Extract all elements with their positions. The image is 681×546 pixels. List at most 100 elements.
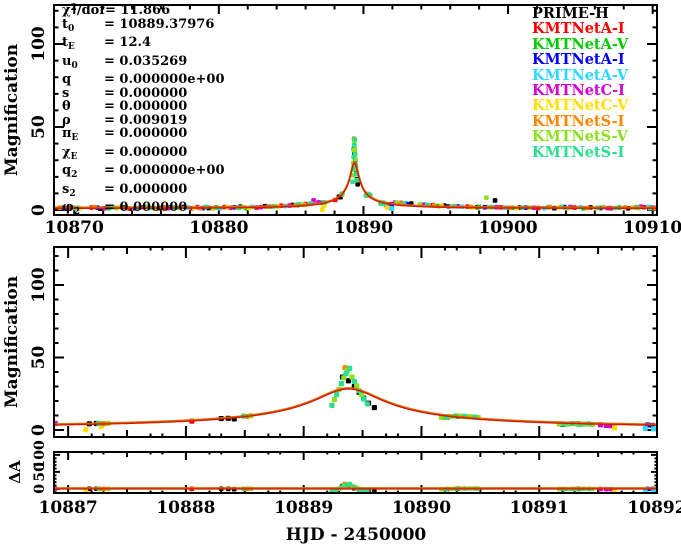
- data-point: [354, 177, 360, 183]
- residual-panel-content: [54, 481, 657, 493]
- param-line: χE = 0.000000: [62, 144, 188, 162]
- data-point: [650, 426, 657, 432]
- y-tick-label: 50: [29, 115, 49, 139]
- data-point: [351, 142, 357, 148]
- data-point: [384, 205, 390, 210]
- series-points-KMTNetS-I: [101, 481, 447, 492]
- tick-marks: [54, 247, 658, 437]
- data-point: [343, 370, 349, 377]
- param-line: q = 0.000000e+00: [62, 72, 225, 87]
- param-line: θ = 0.000000: [62, 99, 188, 114]
- data-point: [319, 207, 325, 212]
- param-line: u0 = 0.035269: [62, 53, 188, 71]
- series-points-KMTNetA-V: [642, 425, 657, 432]
- y-axis-label-top: Magnification: [2, 44, 22, 176]
- x-tick-label: 10890: [334, 218, 393, 238]
- param-line: q2 = 0.000000e+00: [62, 163, 225, 180]
- data-point: [351, 378, 357, 385]
- data-point: [329, 402, 335, 408]
- y-tick-label: 100: [32, 440, 48, 469]
- param-line: φ2 = 0.000000: [62, 200, 188, 217]
- zoom-panel: [53, 246, 658, 438]
- data-point: [352, 137, 357, 142]
- data-point: [350, 179, 355, 185]
- data-point: [349, 374, 355, 380]
- x-tick-label: 10870: [45, 218, 104, 238]
- model-curve-red: [54, 161, 657, 209]
- y-axis-label-zoom: Magnification: [2, 276, 22, 408]
- legend: PRIME-H KMTNetA-I KMTNetA-V KMTNetA-I KMTNet…: [532, 6, 628, 160]
- axis-ticks: [54, 5, 658, 494]
- data-point: [352, 147, 358, 152]
- x-tick-label: 10887: [39, 498, 98, 518]
- data-point: [347, 481, 352, 487]
- x-tick-label: 10900: [478, 218, 537, 238]
- data-point: [334, 391, 340, 398]
- data-point: [612, 425, 618, 431]
- y-tick-label: 100: [29, 26, 49, 62]
- data-point: [361, 396, 367, 402]
- legend-item: KMTNetC-I: [532, 82, 625, 100]
- legend-item: PRIME-H: [532, 5, 609, 22]
- zoom-panel-content: [54, 365, 657, 433]
- legend-item: KMTNetA-I: [532, 20, 625, 38]
- series-points-KMTNetC-V: [83, 423, 618, 433]
- data-point: [371, 404, 377, 411]
- data-point: [352, 152, 358, 157]
- legend-item: KMTNetS-V: [532, 128, 628, 146]
- tick-marks: [54, 5, 657, 215]
- y-tick-label: 50: [29, 346, 49, 370]
- param-line: t0 = 10889.37976: [62, 16, 215, 34]
- param-line: tE = 12.4: [62, 35, 152, 52]
- legend-item: KMTNetA-V: [532, 35, 629, 53]
- x-tick-label: 10891: [510, 498, 569, 518]
- data-point: [492, 198, 498, 203]
- data-point: [642, 425, 648, 432]
- data-point: [347, 365, 353, 371]
- top-panel: [53, 4, 658, 216]
- data-point: [338, 381, 344, 387]
- data-point: [364, 401, 370, 407]
- model-curve-red: [54, 388, 657, 426]
- data-point: [355, 181, 360, 187]
- data-point: [331, 396, 337, 403]
- param-line: s = 0.000000: [62, 85, 188, 101]
- tick-labels: 10870 10880 10890 10900 10910 10887 10888 10889…: [29, 26, 681, 518]
- param-line: χ2/dof= 11.866: [62, 3, 171, 18]
- y-tick-label: 0: [29, 204, 49, 216]
- data-point: [484, 195, 489, 201]
- x-tick-label: 10892: [627, 498, 681, 518]
- y-tick-label: 0: [32, 484, 48, 494]
- param-line: πE = 0.000000: [62, 126, 188, 143]
- legend-item: KMTNetC-V: [532, 97, 629, 115]
- model-curve-orange: [54, 387, 657, 426]
- legend-item: KMTNetA-I: [532, 51, 625, 69]
- x-axis-label: HJD - 2450000: [286, 525, 427, 545]
- y-tick-label: 100: [29, 267, 49, 303]
- x-tick-label: 10889: [274, 498, 333, 518]
- residual-panel: [53, 451, 658, 494]
- series-points-KMTNetS-V: [105, 367, 595, 428]
- param-line: ρ = 0.009019: [62, 112, 188, 128]
- series-points-KMTNetS-I: [96, 365, 592, 427]
- y-axis-label-residual: ΔA: [6, 460, 24, 484]
- x-tick-label: 10888: [156, 498, 215, 518]
- data-point: [341, 375, 347, 381]
- data-point: [343, 482, 349, 488]
- series-points-KMTNetS-I: [100, 365, 447, 427]
- y-tick-label: 50: [32, 462, 48, 482]
- x-tick-label: 10880: [189, 218, 248, 238]
- y-tick-label: 0: [29, 424, 49, 436]
- x-tick-label: 10890: [392, 498, 451, 518]
- data-point: [83, 427, 89, 433]
- legend-item: KMTNetA-V: [532, 66, 629, 84]
- legend-item: KMTNetS-I: [532, 112, 625, 130]
- data-point: [354, 383, 360, 389]
- x-tick-label: 10910: [623, 218, 681, 238]
- param-line: s2 = 0.000000: [62, 181, 188, 199]
- fit-parameters: χ2/dof= 11.866 t0 = 10889.37976 tE = 12.4 u0 =…: [62, 2, 225, 220]
- legend-item: KMTNetS-I: [532, 143, 625, 161]
- data-point: [389, 206, 395, 211]
